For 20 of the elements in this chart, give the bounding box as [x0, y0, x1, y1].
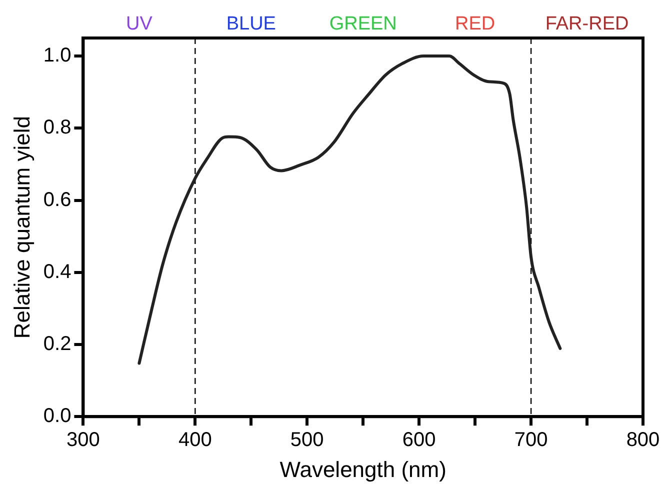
- x-axis-title: Wavelength (nm): [280, 456, 446, 482]
- y-tick-label: 1.0: [43, 44, 72, 67]
- y-tick-label: 0.4: [43, 260, 72, 283]
- y-tick-label: 0.8: [43, 116, 72, 139]
- x-tick-label: 700: [514, 429, 548, 452]
- x-tick-label: 800: [626, 429, 660, 452]
- text: UV: [126, 14, 153, 35]
- text: RED: [455, 14, 496, 35]
- y-tick-label: 0.2: [43, 333, 72, 355]
- x-tick-label: 600: [402, 429, 436, 452]
- y-tick-label: 0.0: [43, 405, 72, 428]
- x-tick-label: 400: [178, 429, 212, 452]
- text: GREEN: [329, 14, 397, 35]
- x-tick-label: 500: [290, 429, 324, 452]
- x-tick-label: 300: [66, 429, 100, 452]
- line-series: [138, 54, 562, 365]
- y-axis-title: Relative quantum yield: [9, 116, 34, 339]
- text: BLUE: [226, 14, 276, 35]
- y-tick-label: 0.6: [43, 188, 72, 211]
- text: FAR-RED: [545, 14, 629, 35]
